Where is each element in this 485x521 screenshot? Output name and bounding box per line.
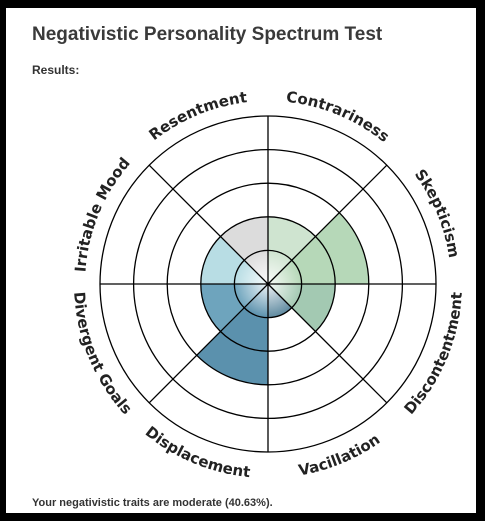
grid-spoke bbox=[148, 283, 269, 404]
category-label: Vacillation bbox=[297, 430, 383, 479]
category-label: Contrariness bbox=[285, 88, 393, 146]
category-label: Divergent Goals bbox=[70, 291, 136, 418]
category-label: Resentment bbox=[146, 88, 248, 144]
result-summary: Your negativistic traits are moderate (4… bbox=[32, 497, 273, 509]
test-results-card: Negativistic Personality Spectrum Test R… bbox=[6, 8, 476, 513]
grid-spoke bbox=[148, 164, 269, 285]
category-label: Skepticism bbox=[411, 166, 463, 259]
polar-area-chart: Contrariness Skepticism Discontentment Vaci… bbox=[70, 88, 466, 482]
results-label: Results: bbox=[32, 63, 80, 77]
grid-spoke bbox=[267, 164, 388, 285]
page-title: Negativistic Personality Spectrum Test bbox=[32, 24, 383, 45]
category-label: Discontentment bbox=[400, 292, 465, 418]
category-label: Displacement bbox=[142, 423, 251, 482]
grid-spoke bbox=[267, 283, 388, 404]
